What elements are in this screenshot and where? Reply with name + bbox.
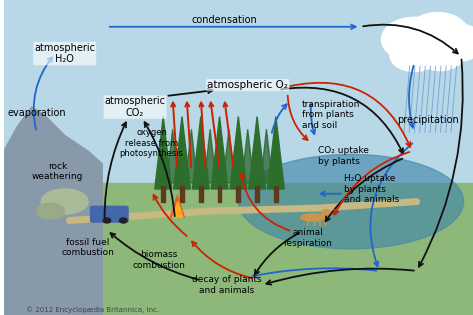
Text: precipitation: precipitation [397, 115, 459, 125]
Bar [218, 186, 221, 202]
Text: rock
weathering: rock weathering [32, 162, 83, 181]
FancyBboxPatch shape [90, 206, 128, 222]
Bar [274, 186, 278, 202]
Polygon shape [173, 202, 183, 217]
Text: animal
respiration: animal respiration [283, 228, 332, 248]
Text: oxygen
release from
photosynthesis: oxygen release from photosynthesis [120, 129, 184, 158]
Bar [4, 183, 473, 315]
Circle shape [416, 38, 464, 71]
Polygon shape [267, 117, 284, 189]
Text: evaporation: evaporation [7, 108, 66, 118]
Text: atmospheric
H₂O: atmospheric H₂O [34, 43, 95, 64]
Text: transpiration
from plants
and soil: transpiration from plants and soil [302, 100, 360, 130]
Polygon shape [249, 117, 265, 189]
Polygon shape [166, 129, 179, 183]
Circle shape [120, 218, 127, 223]
Ellipse shape [300, 214, 326, 221]
Circle shape [390, 39, 439, 72]
Ellipse shape [36, 203, 65, 219]
Polygon shape [170, 195, 184, 217]
Polygon shape [193, 117, 209, 189]
Polygon shape [4, 107, 102, 315]
Bar [236, 186, 240, 202]
Bar [255, 186, 259, 202]
Polygon shape [174, 117, 191, 189]
Circle shape [382, 17, 447, 61]
Text: biomass
combustion: biomass combustion [132, 250, 185, 270]
Polygon shape [260, 129, 272, 183]
Circle shape [103, 218, 111, 223]
Polygon shape [230, 117, 247, 189]
Polygon shape [185, 129, 198, 183]
Circle shape [429, 24, 473, 61]
Text: atmospheric
CO₂: atmospheric CO₂ [105, 96, 166, 118]
Circle shape [321, 210, 332, 217]
Bar [199, 186, 202, 202]
Text: H₂O uptake
by plants
and animals: H₂O uptake by plants and animals [344, 174, 399, 204]
Text: CO₂ uptake
by plants: CO₂ uptake by plants [318, 146, 369, 166]
Polygon shape [242, 129, 254, 183]
Bar [161, 186, 165, 202]
Text: © 2012 Encyclopædia Britannica, Inc.: © 2012 Encyclopædia Britannica, Inc. [26, 306, 159, 313]
Polygon shape [211, 117, 228, 189]
Ellipse shape [238, 154, 464, 249]
Polygon shape [204, 129, 216, 183]
Bar [4, 0, 473, 183]
Text: decay of plants
and animals: decay of plants and animals [192, 275, 262, 295]
Polygon shape [155, 117, 172, 189]
Text: fossil fuel
combustion: fossil fuel combustion [61, 238, 114, 257]
Circle shape [407, 13, 468, 54]
Text: atmospheric O₂: atmospheric O₂ [207, 80, 288, 90]
Bar [180, 186, 184, 202]
Text: condensation: condensation [192, 15, 257, 26]
Ellipse shape [41, 189, 88, 214]
Polygon shape [223, 129, 235, 183]
